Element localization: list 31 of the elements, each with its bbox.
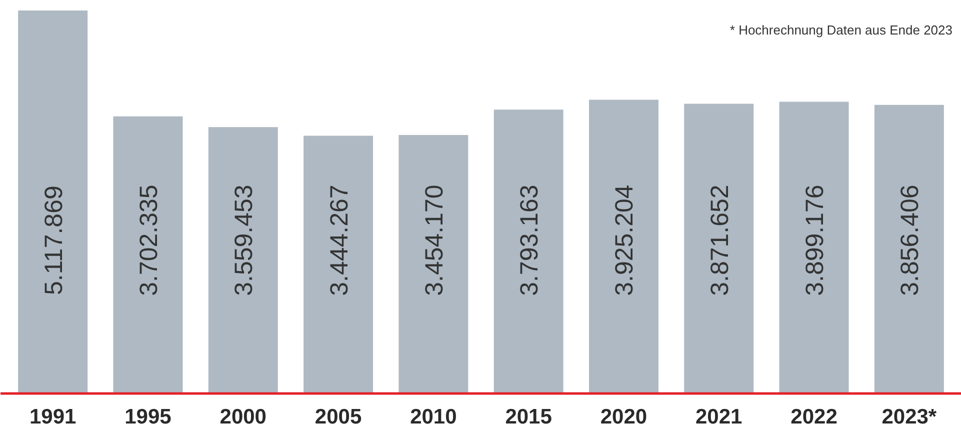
data-label: 3.871.652 xyxy=(706,184,734,296)
x-tick-label: 2020 xyxy=(600,406,648,428)
bar xyxy=(304,136,374,394)
data-label: 3.559.453 xyxy=(230,184,258,296)
data-label: 3.454.170 xyxy=(420,184,448,296)
x-tick-label: 2023* xyxy=(882,406,938,428)
bar xyxy=(208,127,278,394)
x-tick-label: 2021 xyxy=(696,406,743,428)
data-label: 3.702.335 xyxy=(134,184,163,296)
bar xyxy=(779,102,849,394)
x-tick-label: 2000 xyxy=(220,406,266,428)
x-tick-label: 2022 xyxy=(790,406,838,428)
annotation: * Hochrechnung Daten aus Ende 2023 xyxy=(730,22,953,38)
data-label: 3.925.204 xyxy=(610,184,639,296)
data-label: 3.793.163 xyxy=(516,184,544,296)
data-label: 3.856.406 xyxy=(896,184,924,296)
bar xyxy=(398,135,468,394)
bar xyxy=(18,10,88,394)
x-tick-label: 2005 xyxy=(314,406,362,428)
data-label: 5.117.869 xyxy=(40,186,68,295)
bar xyxy=(684,104,754,394)
x-tick-label: 1995 xyxy=(124,406,172,428)
x-tick-label: 2010 xyxy=(410,406,457,428)
x-tick-label: 2015 xyxy=(505,406,552,428)
x-tick-label: 1991 xyxy=(29,406,77,428)
bar xyxy=(113,116,183,394)
bar xyxy=(874,104,944,394)
data-label: 3.444.267 xyxy=(325,184,354,296)
data-label: 3.899.176 xyxy=(801,184,830,296)
bar xyxy=(494,110,564,394)
bar xyxy=(588,100,658,394)
